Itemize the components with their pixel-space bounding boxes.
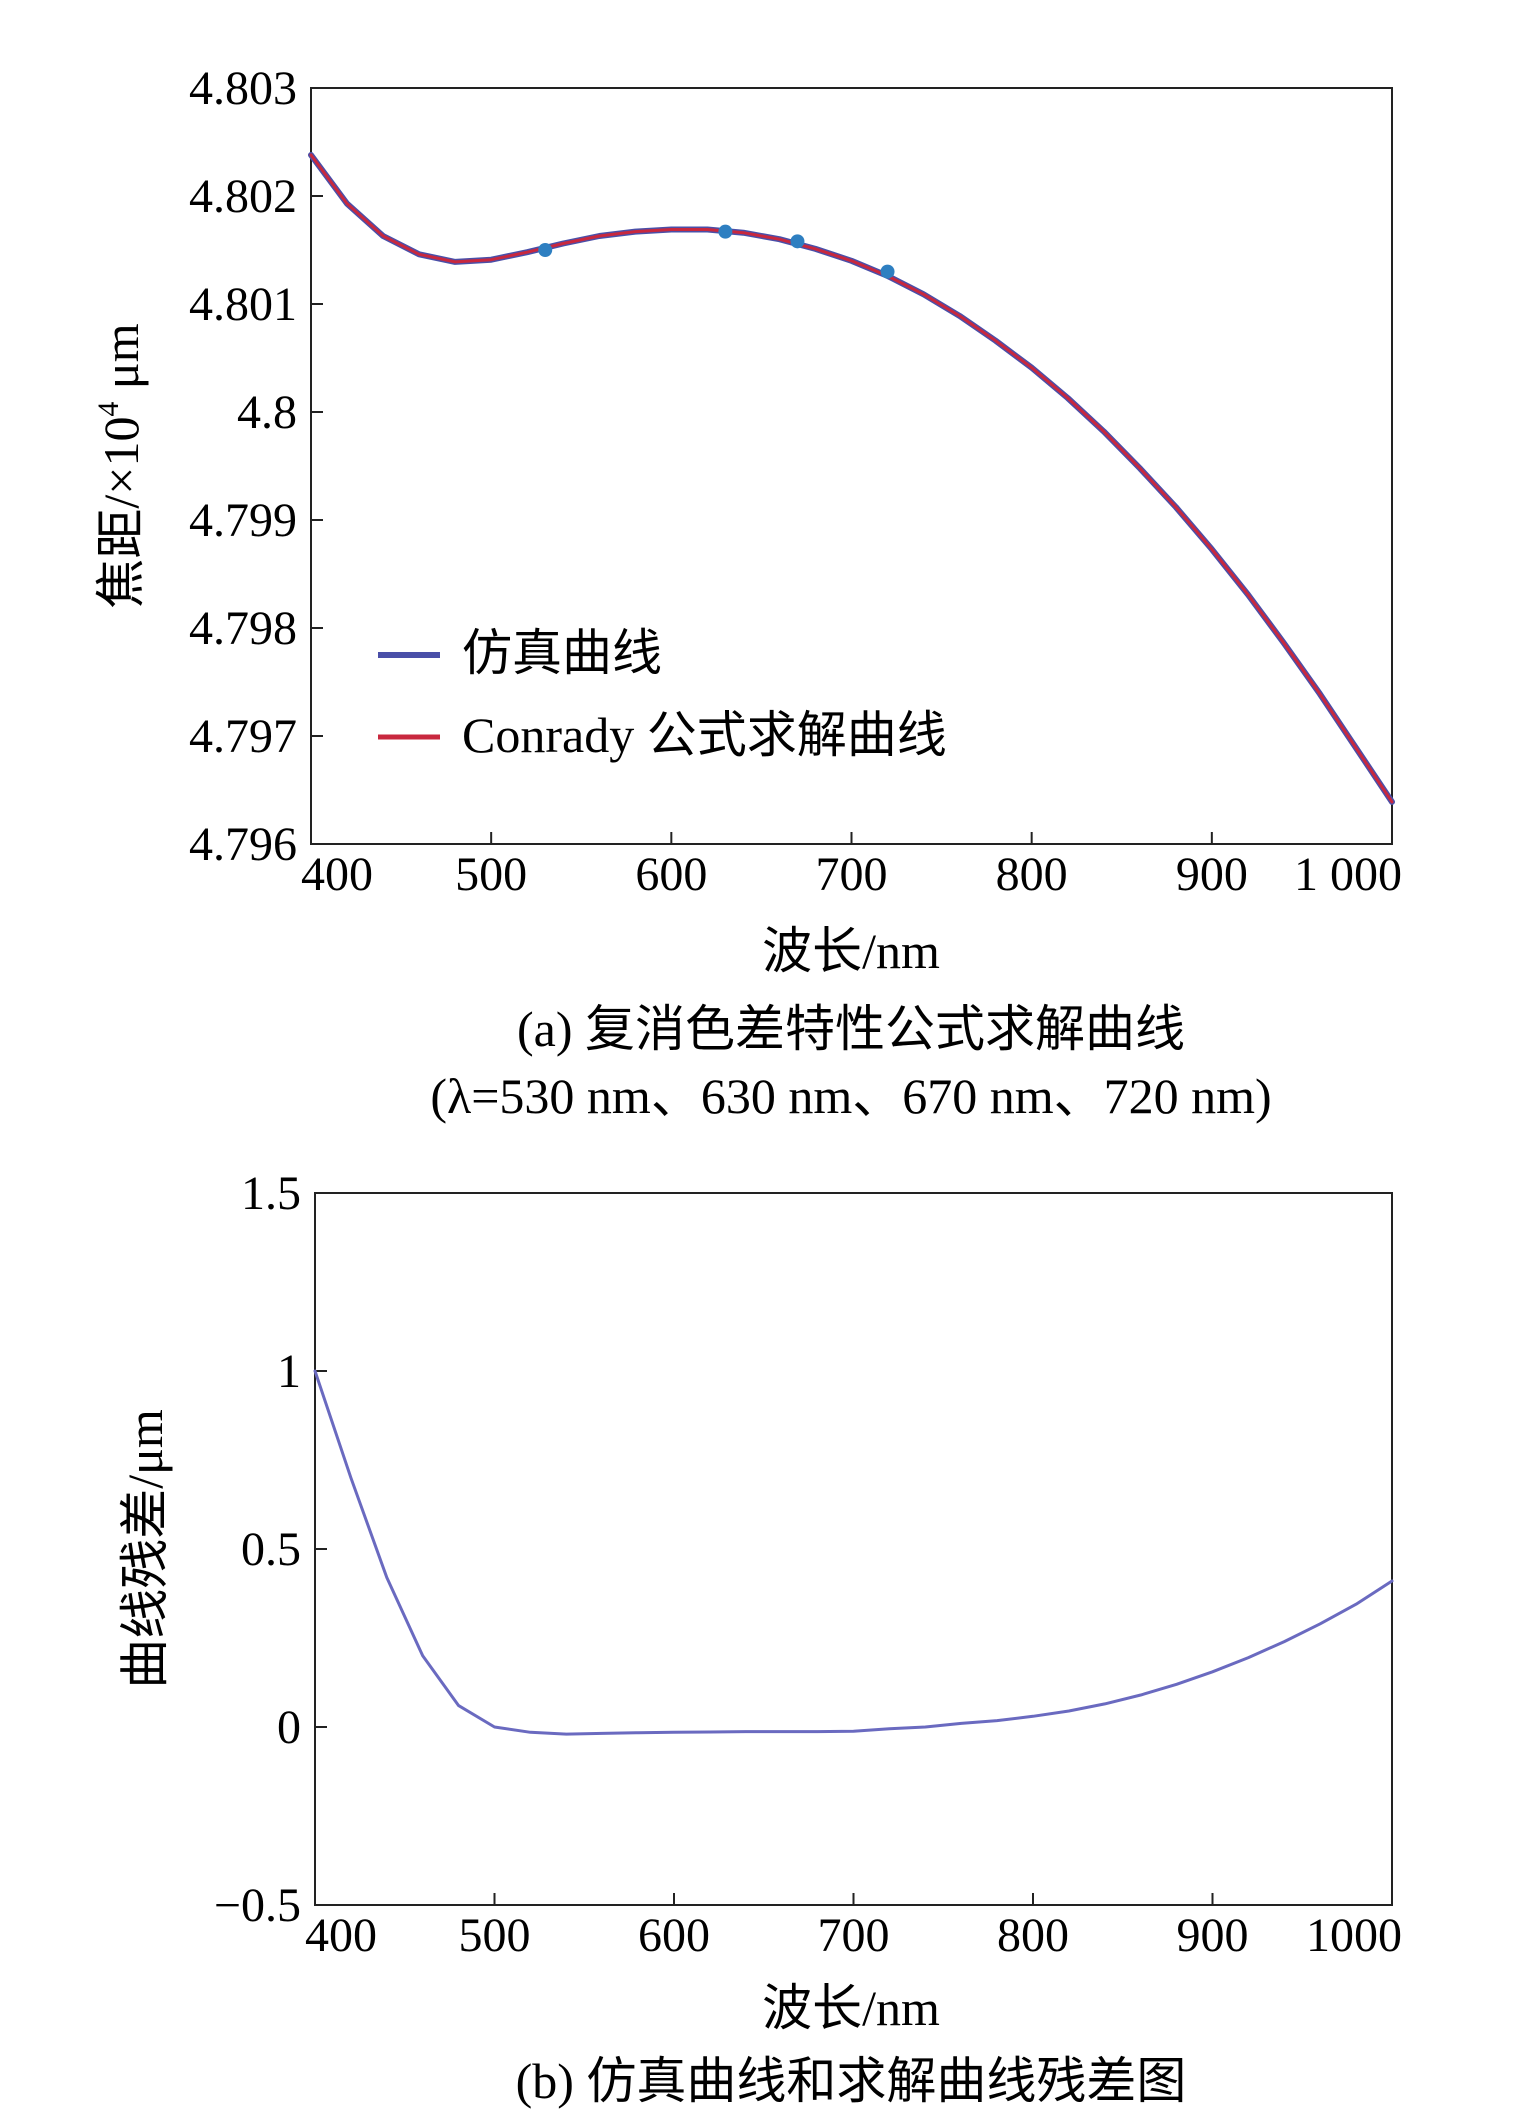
chart-a-xtick-label: 800 — [996, 848, 1068, 901]
chart-a-markers — [538, 224, 895, 279]
chart-b-ytick-label: −0.5 — [214, 1879, 301, 1932]
chart-a-x-ticks: 400 500 600 700 800 900 1 000 — [301, 832, 1402, 901]
chart-a-xtick-label: 1 000 — [1294, 848, 1402, 901]
chart-a-caption-line1: (a) 复消色差特性公式求解曲线 — [517, 1001, 1185, 1057]
chart-b-y-ticks: −0.5 0 0.5 1 1.5 — [214, 1167, 327, 1932]
chart-b-ytick-label: 1.5 — [241, 1167, 301, 1220]
chart-a-ytick-label: 4.796 — [189, 818, 297, 871]
legend-label-sim: 仿真曲线 — [462, 625, 662, 681]
chart-b-xtick-label: 1000 — [1306, 1909, 1402, 1962]
chart-a-y-axis-label: 焦距/×104 μm — [92, 323, 149, 608]
legend-label-conrady: Conrady 公式求解曲线 — [462, 707, 947, 763]
chart-b-y-axis-label: 曲线残差/μm — [117, 1409, 173, 1689]
chart-b-ytick-label: 0.5 — [241, 1523, 301, 1576]
chart-a-y-label-unit: μm — [93, 323, 149, 401]
chart-a-xtick-label: 700 — [816, 848, 888, 901]
chart-b: −0.5 0 0.5 1 1.5 400 500 600 700 800 900 1000 曲线残差… — [117, 1167, 1402, 2109]
chart-a-xtick-label: 500 — [455, 848, 527, 901]
chart-b-xtick-label: 400 — [305, 1909, 377, 1962]
chart-a: 4.796 4.797 4.798 4.799 4.8 4.801 4.802 4.803 4… — [92, 62, 1402, 1124]
chart-b-frame — [314, 1192, 1393, 1906]
chart-a-xtick-label: 600 — [635, 848, 707, 901]
chart-a-xtick-label: 400 — [301, 848, 373, 901]
chart-a-series-line-0 — [308, 152, 1395, 805]
chart-b-series — [313, 1369, 1394, 1736]
chart-a-series-line-1 — [309, 153, 1394, 804]
chart-a-marker-point — [880, 264, 895, 279]
chart-a-series — [308, 152, 1395, 805]
chart-a-y-label-exp: 4 — [92, 402, 125, 417]
chart-b-ytick-label: 1 — [277, 1345, 301, 1398]
chart-a-xtick-label: 900 — [1176, 848, 1248, 901]
chart-b-xtick-label: 600 — [638, 1909, 710, 1962]
chart-b-series-line-0 — [313, 1369, 1394, 1736]
chart-a-legend: 仿真曲线 Conrady 公式求解曲线 — [378, 625, 947, 763]
chart-b-caption: (b) 仿真曲线和求解曲线残差图 — [516, 2053, 1187, 2109]
chart-a-ytick-label: 4.797 — [189, 710, 297, 763]
chart-b-xtick-label: 900 — [1177, 1909, 1249, 1962]
chart-b-x-ticks: 400 500 600 700 800 900 1000 — [305, 1893, 1402, 1962]
chart-a-marker-point — [538, 243, 553, 257]
chart-a-x-axis-label: 波长/nm — [762, 923, 940, 979]
chart-b-xtick-label: 800 — [997, 1909, 1069, 1962]
chart-a-ytick-label: 4.803 — [189, 62, 297, 115]
chart-b-ytick-label: 0 — [277, 1701, 301, 1754]
chart-a-ytick-label: 4.8 — [237, 386, 297, 439]
chart-a-y-label-main: 焦距/×10 — [93, 417, 149, 609]
chart-a-marker-point — [718, 224, 733, 239]
chart-a-marker-point — [790, 234, 805, 249]
chart-b-xtick-label: 700 — [818, 1909, 890, 1962]
chart-a-caption-line2: (λ=530 nm、630 nm、670 nm、720 nm) — [430, 1068, 1271, 1124]
chart-b-x-axis-label: 波长/nm — [762, 1980, 940, 2036]
chart-a-ytick-label: 4.802 — [189, 170, 297, 223]
chart-a-ytick-label: 4.801 — [189, 278, 297, 331]
chart-a-y-ticks: 4.796 4.797 4.798 4.799 4.8 4.801 4.802 4.803 — [189, 62, 323, 871]
chart-a-ytick-label: 4.799 — [189, 494, 297, 547]
chart-a-ytick-label: 4.798 — [189, 602, 297, 655]
chart-b-xtick-label: 500 — [459, 1909, 531, 1962]
